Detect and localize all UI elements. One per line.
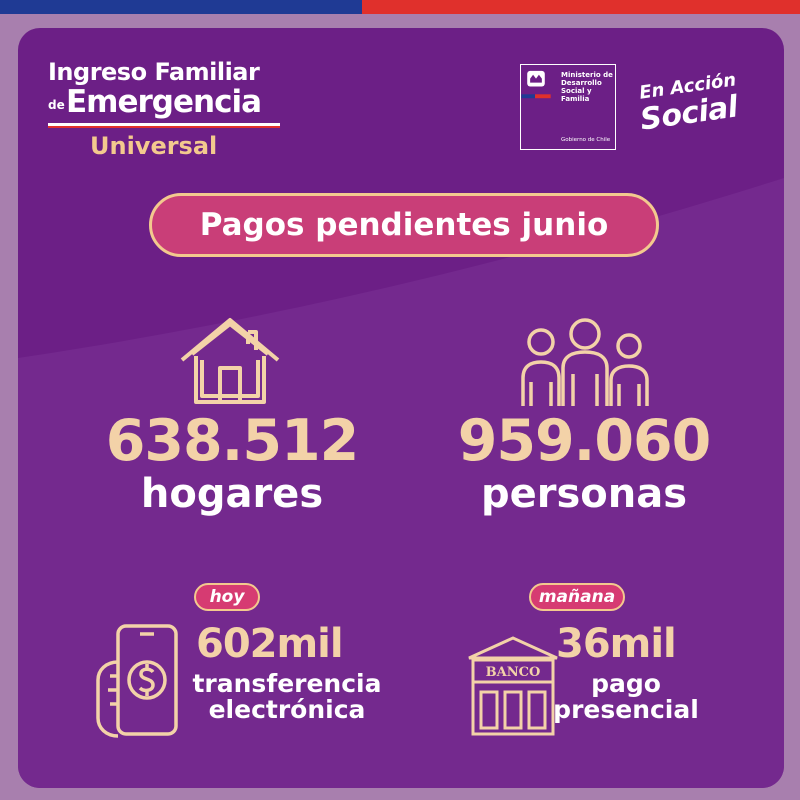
manana-value: 36mil [556, 621, 677, 667]
gobierno-text: Gobierno de Chile [561, 137, 611, 143]
headline-pill: Pagos pendientes junio [149, 193, 659, 257]
hoy-line1: transferencia [192, 669, 382, 698]
background-wave [18, 178, 784, 788]
flag-red-segment [362, 0, 800, 14]
headline-text: Pagos pendientes junio [199, 207, 609, 243]
ministerio-logo: Ministerio de Desarrollo Social y Famili… [520, 64, 616, 150]
personas-value: 959.060 [457, 408, 712, 474]
infographic-card: Ingreso Familiar de Emergencia Universal… [18, 28, 784, 788]
house-icon [180, 318, 280, 404]
hogares-value: 638.512 [105, 408, 360, 474]
hoy-value: 602mil [196, 621, 344, 667]
family-icon [521, 318, 649, 406]
manana-tag: mañana [529, 583, 625, 611]
hogares-label: hogares [140, 471, 324, 517]
manana-tag-text: mañana [538, 587, 616, 607]
flag-top-bar [0, 0, 800, 14]
hoy-tag: hoy [194, 583, 260, 611]
hoy-line2: electrónica [208, 695, 366, 724]
manana-line1: pago [591, 669, 661, 698]
bank-sign-text: BANCO [486, 665, 541, 680]
logo-line3: Universal [90, 132, 218, 160]
logo-line1: Ingreso Familiar [48, 58, 260, 86]
flag-blue-segment [0, 0, 362, 14]
logo-rule-red [48, 126, 280, 128]
hoy-tag-text: hoy [209, 587, 245, 607]
phone-money-icon [96, 624, 178, 738]
chile-coat-icon [521, 70, 551, 99]
logo-rule-white [48, 123, 280, 126]
bank-icon: BANCO [468, 636, 558, 736]
logo-line2: Emergencia [66, 84, 262, 120]
logo-de: de [48, 98, 65, 112]
ministerio-text: Ministerio de Desarrollo Social y Famili… [561, 71, 613, 103]
manana-line2: presencial [553, 695, 699, 724]
personas-label: personas [480, 471, 688, 517]
